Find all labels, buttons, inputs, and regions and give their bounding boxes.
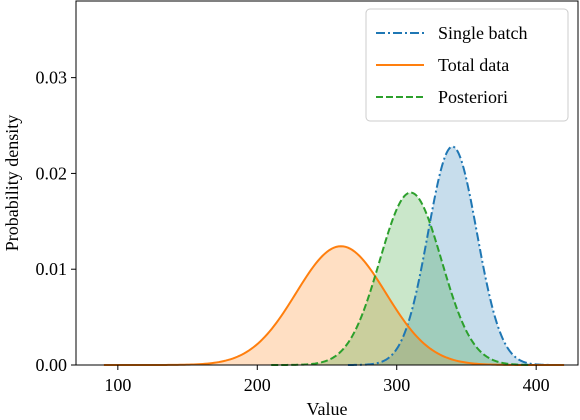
area-2	[271, 192, 530, 365]
x-tick-label-0: 100	[104, 375, 131, 395]
line-0	[347, 145, 565, 366]
plot-frame	[75, 0, 579, 366]
y-tick-label-3: 0.03	[36, 68, 68, 88]
y-tick-label-0: 0.00	[36, 355, 68, 375]
x-tick-label-3: 400	[523, 375, 550, 395]
density-fills	[103, 146, 565, 365]
legend: Single batch Total data Posteriori	[365, 8, 569, 122]
y-tick-label-1: 0.01	[36, 259, 68, 279]
area-1	[103, 246, 565, 365]
x-axis-label: Value	[307, 399, 348, 419]
y-axis-label: Probability density	[2, 115, 22, 252]
legend-label-0: Single batch	[438, 23, 527, 43]
x-axis-ticks: 100 200 300 400	[104, 365, 550, 395]
legend-box	[365, 8, 569, 122]
legend-label-1: Total data	[438, 55, 509, 75]
legend-label-2: Posteriori	[438, 87, 508, 107]
x-tick-label-2: 300	[383, 375, 410, 395]
y-tick-label-2: 0.02	[36, 163, 68, 183]
x-tick-label-1: 200	[244, 375, 271, 395]
line-2	[271, 191, 530, 366]
y-axis-ticks: 0.00 0.01 0.02 0.03	[36, 68, 76, 375]
area-0	[347, 146, 565, 365]
